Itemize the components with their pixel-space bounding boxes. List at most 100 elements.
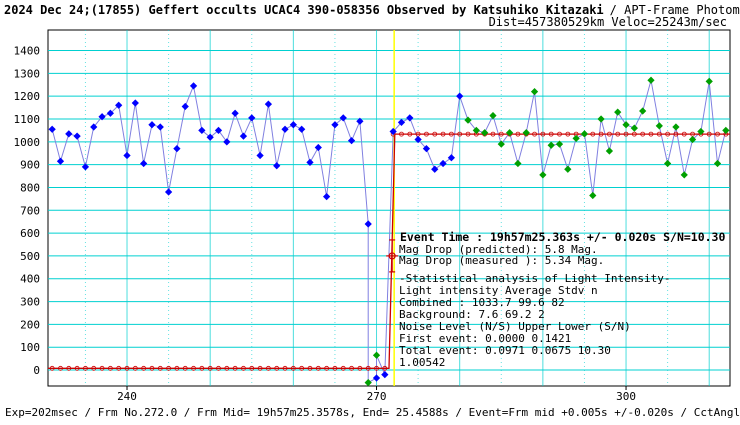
model-marker	[257, 365, 263, 371]
y-tick-label: 1200	[14, 90, 41, 103]
data-point	[156, 123, 164, 131]
data-point	[281, 125, 289, 133]
data-point	[422, 145, 431, 153]
model-marker	[565, 131, 571, 137]
data-point	[289, 121, 297, 129]
model-marker	[315, 365, 321, 371]
data-point	[663, 159, 672, 168]
model-marker	[332, 365, 338, 371]
model-marker	[349, 365, 354, 371]
data-point	[406, 114, 414, 122]
model-marker	[58, 365, 63, 371]
model-marker	[124, 365, 130, 371]
model-marker	[424, 131, 429, 137]
data-point	[630, 124, 638, 132]
model-marker	[557, 131, 562, 137]
data-point	[647, 76, 655, 84]
data-point	[140, 159, 148, 168]
data-point	[214, 126, 223, 135]
model-marker	[407, 131, 413, 137]
stat-line: Total event: 0.0971 0.0675 10.30	[399, 344, 611, 357]
model-marker	[448, 131, 454, 137]
stat-line: Light intensity Average Stdv n	[399, 284, 598, 297]
data-point	[331, 121, 339, 129]
data-point	[672, 123, 680, 131]
data-point	[364, 220, 372, 228]
model-marker	[382, 365, 388, 371]
data-point	[547, 141, 555, 149]
data-point	[48, 125, 56, 133]
y-axis-ticks: 0 100 200 300 400 500 600 700 800 900 1000 1100 1200…	[14, 45, 41, 377]
model-marker	[656, 131, 662, 137]
title-method: / APT-Frame Photometry /	[610, 3, 740, 17]
model-marker	[290, 365, 296, 371]
model-marker	[457, 131, 463, 137]
y-tick-label: 600	[20, 227, 40, 240]
stat-line: First event: 0.0000 0.1421	[399, 332, 571, 345]
data-point	[123, 151, 131, 160]
model-marker	[598, 131, 604, 137]
model-marker	[515, 131, 521, 137]
data-point	[65, 130, 73, 138]
model-marker	[399, 131, 404, 137]
model-marker	[83, 365, 88, 371]
model-marker	[374, 365, 379, 371]
model-marker	[324, 365, 330, 371]
event-marker	[386, 239, 399, 273]
event-point	[388, 252, 396, 260]
model-marker	[74, 365, 80, 371]
data-point	[56, 157, 65, 165]
stat-line: 1.00542	[399, 356, 445, 369]
model-marker	[274, 365, 280, 371]
data-point	[522, 129, 530, 137]
data-point	[115, 101, 123, 109]
model-marker	[66, 365, 72, 371]
model-marker	[282, 365, 288, 371]
data-point	[530, 87, 539, 96]
data-point	[564, 165, 572, 173]
data-point	[589, 191, 597, 200]
data-point	[356, 117, 364, 125]
data-point	[364, 378, 372, 387]
data-point	[456, 92, 464, 100]
plot-area	[47, 29, 731, 387]
series-connecting-line	[51, 80, 727, 384]
model-marker	[241, 365, 246, 371]
y-tick-label: 100	[20, 341, 40, 354]
data-point	[90, 123, 98, 131]
stat-line: Background: 7.6 69.2 2	[399, 308, 545, 321]
x-tick-label: 270	[367, 390, 387, 403]
data-point	[231, 109, 239, 117]
model-marker	[365, 365, 371, 371]
model-marker	[107, 365, 113, 371]
data-point	[372, 374, 381, 382]
model-marker	[266, 365, 271, 371]
data-point	[597, 115, 605, 123]
data-point	[655, 122, 663, 130]
y-tick-label: 1300	[14, 67, 41, 80]
data-point	[372, 351, 381, 359]
model-marker	[149, 365, 155, 371]
data-point	[639, 107, 647, 115]
stat-line: Noise Level (N/S) Upper Lower (S/N)	[399, 320, 631, 333]
model-marker	[640, 131, 646, 137]
model-marker	[648, 131, 654, 137]
data-point	[106, 109, 115, 117]
model-marker	[432, 131, 438, 137]
model-marker	[141, 365, 147, 371]
data-point	[98, 113, 106, 121]
model-marker	[615, 131, 621, 137]
data-point	[81, 163, 90, 171]
model-marker	[706, 131, 712, 137]
data-point	[705, 77, 713, 85]
data-point	[505, 129, 514, 137]
title-main: 2024 Dec 24;(17855) Geffert occults UCAC…	[4, 3, 604, 17]
data-point	[131, 99, 139, 107]
data-point	[239, 132, 248, 140]
data-point	[223, 138, 231, 146]
model-marker	[216, 365, 221, 371]
subtitle-dist-veloc: Dist=457380529km Veloc=25243m/sec	[489, 15, 727, 29]
model-marker	[191, 365, 196, 371]
data-point	[439, 159, 447, 168]
data-point	[164, 188, 173, 196]
